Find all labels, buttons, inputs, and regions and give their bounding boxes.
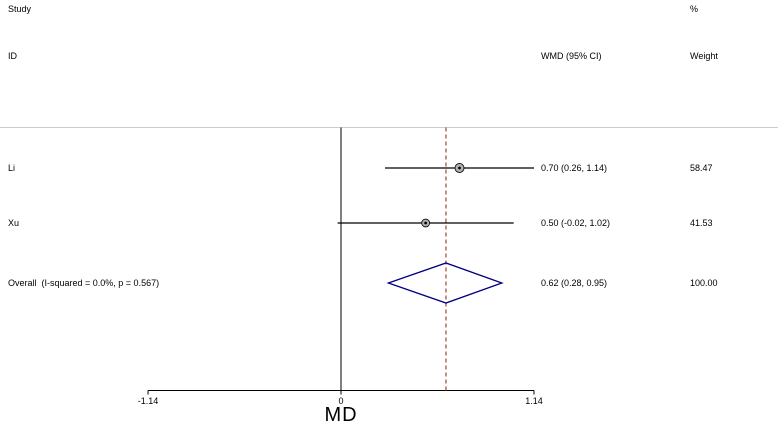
overall-label: Overall (I-squared = 0.0%, p = 0.567) [8,278,160,288]
study-wmd-li: 0.70 (0.26, 1.14) [541,163,608,173]
x-axis-title: MD [324,404,358,426]
point-estimate-center-dot [458,166,461,170]
study-weight-xu: 41.53 [690,218,713,228]
overall-weight: 100.00 [690,278,718,288]
col-header-study: Study [8,4,32,14]
study-wmd-xu: 0.50 (-0.02, 1.02) [541,218,611,228]
x-tick-label-pos: 1.14 [525,396,543,406]
col-header-id: ID [8,51,17,61]
col-header-weight: Weight [690,51,718,61]
col-header-percent: % [690,4,699,14]
study-weight-li: 58.47 [690,163,713,173]
x-tick-label-zero: 0 [338,396,344,406]
overall-wmd: 0.62 (0.28, 0.95) [541,278,608,288]
overall-diamond [386,262,504,304]
col-header-wmd: WMD (95% CI) [541,51,602,61]
study-id-li: Li [8,163,16,173]
point-estimate-center-dot [424,221,428,225]
x-tick-label-neg: -1.14 [137,396,159,406]
study-id-xu: Xu [8,218,20,228]
